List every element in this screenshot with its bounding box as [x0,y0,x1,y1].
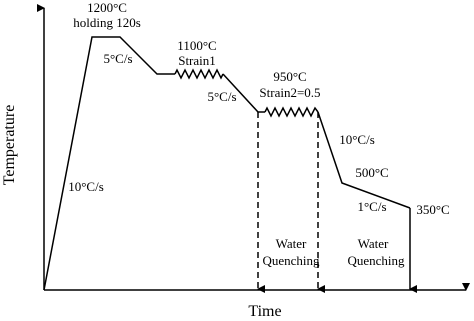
rate-label: 10°C/s [339,132,375,147]
process-line [317,111,411,209]
temp-label: 950°C [273,69,306,84]
rate-label: 1°C/s [357,199,386,214]
rate-label: 5°C/s [103,51,132,66]
strain-label: Strain2=0.5 [259,85,320,100]
temp-label: 500°C [355,165,388,180]
deformation-zigzag [174,68,224,80]
rate-label: 10°C/s [68,179,104,194]
hold-label: holding 120s [73,15,141,30]
x-axis-label: Time [248,303,281,320]
strain-label: Strain1 [178,53,216,68]
quench-label: Quenching [262,253,320,268]
deformation-zigzag [264,106,319,118]
process-line [43,36,175,291]
temp-label: 350°C [416,202,449,217]
quench-label: Quenching [347,253,405,268]
y-axis-label: Temperature [1,105,18,186]
temp-label: 1200°C [87,0,127,15]
quench-label: Water [276,236,307,251]
rate-label: 5°C/s [207,89,236,104]
temp-label: 1100°C [177,38,216,53]
quench-label: Water [358,236,389,251]
